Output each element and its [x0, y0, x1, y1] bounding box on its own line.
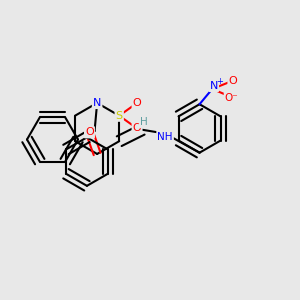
Text: O: O [133, 98, 141, 108]
Text: H: H [140, 117, 148, 127]
Text: O: O [85, 127, 94, 137]
Text: +: + [216, 77, 223, 86]
Text: NH: NH [158, 132, 173, 142]
Text: O: O [229, 76, 237, 86]
Text: O: O [133, 124, 141, 134]
Text: N: N [93, 98, 101, 108]
Text: S: S [116, 111, 123, 121]
Text: O⁻: O⁻ [225, 93, 238, 103]
Text: N: N [210, 81, 218, 91]
